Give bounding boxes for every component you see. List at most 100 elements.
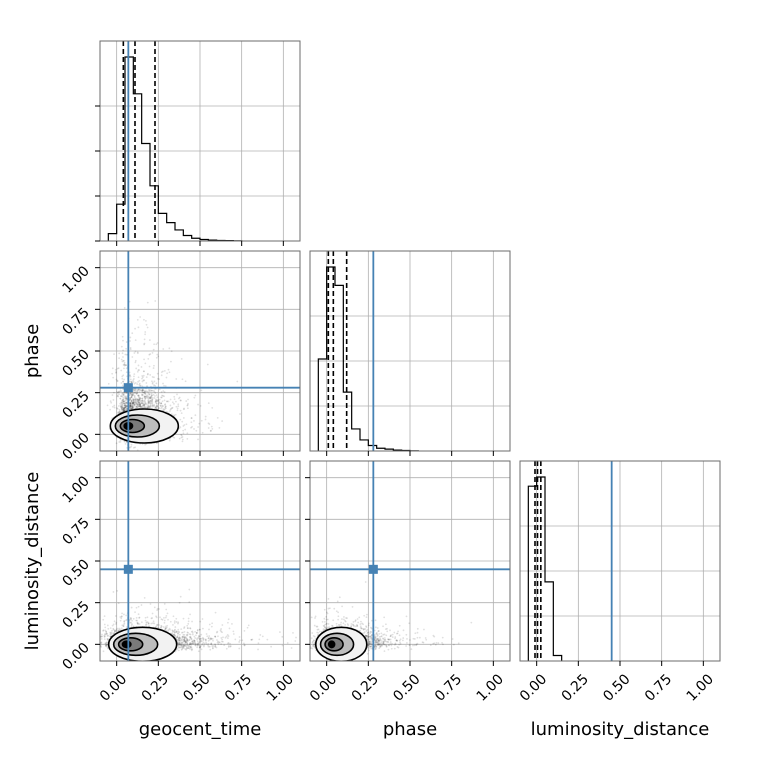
sample-point bbox=[117, 367, 120, 370]
sample-point bbox=[122, 402, 125, 405]
sample-point bbox=[134, 401, 137, 404]
sample-point bbox=[191, 648, 194, 651]
sample-point bbox=[207, 427, 210, 429]
sample-point bbox=[135, 402, 138, 405]
sample-point bbox=[207, 637, 210, 640]
sample-point bbox=[125, 405, 128, 408]
sample-point bbox=[207, 639, 210, 642]
sample-point bbox=[164, 625, 167, 628]
sample-point bbox=[122, 408, 125, 411]
sample-point bbox=[136, 403, 139, 406]
sample-point bbox=[156, 405, 159, 408]
sample-point bbox=[121, 406, 124, 409]
sample-point bbox=[123, 378, 125, 381]
sample-point bbox=[172, 630, 174, 633]
sample-point bbox=[136, 383, 139, 385]
sample-point bbox=[117, 602, 120, 605]
sample-point bbox=[177, 643, 180, 646]
sample-point bbox=[135, 405, 138, 407]
sample-point bbox=[129, 392, 132, 395]
sample-point bbox=[155, 625, 158, 628]
sample-point bbox=[129, 403, 131, 405]
sample-point bbox=[116, 392, 119, 394]
sample-point bbox=[124, 404, 127, 407]
sample-point bbox=[187, 644, 190, 647]
sample-point bbox=[125, 626, 128, 628]
sample-point bbox=[123, 396, 126, 399]
sample-point bbox=[113, 630, 116, 632]
sample-point bbox=[134, 361, 137, 364]
sample-point bbox=[129, 405, 132, 407]
sample-point bbox=[199, 646, 202, 649]
sample-point bbox=[185, 400, 188, 402]
sample-point bbox=[164, 404, 166, 406]
sample-point bbox=[132, 403, 135, 406]
sample-point bbox=[138, 403, 141, 406]
sample-point bbox=[141, 380, 144, 383]
sample-point bbox=[151, 381, 154, 384]
sample-point bbox=[224, 636, 227, 639]
sample-point bbox=[103, 638, 106, 641]
sample-point bbox=[186, 641, 188, 644]
sample-point bbox=[131, 405, 134, 408]
sample-point bbox=[188, 633, 191, 636]
sample-point bbox=[196, 629, 199, 632]
sample-point bbox=[247, 624, 250, 627]
sample-point bbox=[173, 630, 176, 633]
sample-point bbox=[123, 404, 126, 407]
sample-point bbox=[125, 398, 128, 401]
sample-point bbox=[228, 627, 231, 630]
sample-point bbox=[121, 360, 124, 363]
sample-point bbox=[123, 361, 126, 364]
sample-point bbox=[143, 404, 146, 407]
sample-point bbox=[132, 389, 135, 392]
sample-point bbox=[220, 630, 223, 633]
sample-point bbox=[134, 446, 137, 449]
sample-point bbox=[176, 393, 178, 396]
sample-point bbox=[144, 392, 146, 395]
sample-point bbox=[144, 397, 147, 400]
sample-point bbox=[113, 353, 115, 356]
sample-point bbox=[184, 641, 187, 643]
sample-point bbox=[141, 391, 144, 393]
sample-point bbox=[115, 623, 117, 625]
sample-point bbox=[122, 394, 125, 397]
sample-point bbox=[138, 398, 141, 401]
sample-point bbox=[121, 392, 124, 394]
sample-point bbox=[112, 632, 114, 635]
posterior-samples bbox=[96, 461, 300, 661]
sample-point bbox=[141, 399, 144, 402]
sample-point bbox=[122, 374, 125, 377]
sample-point bbox=[175, 400, 177, 403]
sample-point bbox=[129, 402, 132, 404]
sample-point bbox=[281, 644, 284, 647]
sample-point bbox=[156, 404, 159, 407]
sample-point bbox=[180, 433, 182, 436]
sample-point bbox=[141, 390, 143, 393]
sample-point bbox=[190, 417, 193, 420]
sample-point bbox=[129, 336, 132, 339]
sample-point bbox=[188, 643, 191, 646]
y-tick-label: 1.00 bbox=[59, 263, 92, 296]
sample-point bbox=[100, 641, 103, 644]
sample-point bbox=[146, 394, 149, 397]
histogram-bars bbox=[107, 41, 243, 241]
sample-point bbox=[191, 630, 194, 633]
sample-point bbox=[183, 638, 186, 641]
sample-point bbox=[130, 380, 133, 383]
sample-point bbox=[178, 397, 180, 400]
sample-point bbox=[182, 643, 185, 646]
sample-point bbox=[96, 642, 98, 644]
sample-point bbox=[241, 639, 244, 642]
sample-point bbox=[143, 370, 145, 373]
sample-point bbox=[151, 376, 154, 378]
sample-point bbox=[189, 642, 192, 645]
sample-point bbox=[121, 395, 123, 397]
sample-point bbox=[111, 629, 113, 632]
sample-point bbox=[140, 621, 143, 624]
sample-point bbox=[136, 398, 138, 401]
sample-point bbox=[154, 406, 157, 409]
sample-point bbox=[120, 408, 123, 411]
sample-point bbox=[112, 628, 115, 631]
sample-point bbox=[149, 406, 152, 409]
